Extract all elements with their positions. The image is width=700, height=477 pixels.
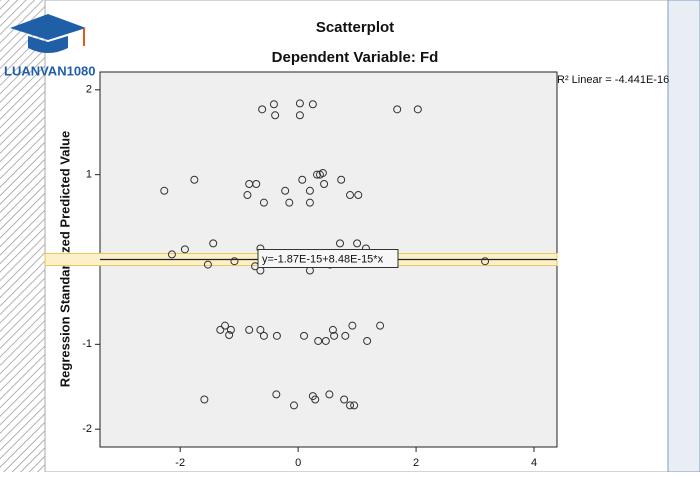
point: [376, 321, 385, 330]
point: [160, 186, 169, 195]
point: [320, 179, 329, 188]
point: [298, 175, 307, 184]
point: [190, 175, 199, 184]
y-tick-label: -1: [82, 338, 92, 350]
point: [354, 191, 363, 200]
point: [221, 321, 230, 330]
point: [300, 331, 309, 340]
point: [350, 401, 359, 410]
point: [271, 111, 280, 120]
point: [311, 395, 320, 404]
fit-label-box: [257, 249, 399, 268]
background-hatch: [0, 0, 45, 472]
logo: LUANVAN1080: [4, 14, 96, 78]
point: [330, 331, 339, 340]
chart-subtitle: Dependent Variable: Fd: [272, 49, 439, 66]
point: [481, 257, 490, 266]
point: [346, 401, 355, 410]
point: [245, 325, 254, 334]
point: [337, 175, 346, 184]
x-tick-label: 4: [531, 457, 537, 469]
point: [209, 239, 218, 248]
point: [305, 198, 314, 207]
point: [225, 331, 234, 340]
x-tick-label: 0: [295, 457, 301, 469]
y-tick-label: 1: [86, 169, 92, 181]
point: [252, 179, 261, 188]
point: [259, 198, 268, 207]
x-tick-label: 2: [413, 457, 419, 469]
y-tick-label: -2: [82, 423, 92, 435]
point: [328, 325, 337, 334]
point: [308, 100, 317, 109]
point: [363, 336, 372, 345]
point: [305, 186, 314, 195]
point: [393, 105, 402, 114]
point: [318, 168, 327, 177]
point: [243, 191, 252, 200]
point: [272, 331, 281, 340]
point: [180, 245, 189, 254]
point: [281, 186, 290, 195]
window-border: [667, 0, 700, 473]
point: [285, 198, 294, 207]
point: [341, 331, 350, 340]
point: [216, 325, 225, 334]
point: [258, 105, 267, 114]
point: [269, 100, 278, 109]
x-tick-label: -2: [175, 457, 185, 469]
point: [200, 395, 209, 404]
fit-label: y=-1.87E-15+8.48E-15*x: [262, 253, 384, 265]
point: [313, 170, 322, 179]
point: [295, 111, 304, 120]
point: [272, 390, 281, 399]
point: [335, 239, 344, 248]
point: [346, 191, 355, 200]
point: [230, 257, 239, 266]
point: [256, 325, 265, 334]
point: [259, 331, 268, 340]
point: [348, 321, 357, 330]
point: [167, 250, 176, 259]
logo-name: LUANVAN1080: [4, 63, 96, 78]
r2-annotation: R² Linear = -4.441E-16: [557, 74, 669, 86]
point: [340, 395, 349, 404]
point: [413, 105, 422, 114]
point: [325, 390, 334, 399]
point: [321, 336, 330, 345]
point: [290, 401, 299, 410]
point: [226, 325, 235, 334]
point: [203, 260, 212, 269]
point: [353, 239, 362, 248]
point: [314, 336, 323, 345]
y-tick-label: 2: [86, 84, 92, 96]
point: [295, 99, 304, 108]
chart-title: Scatterplot: [316, 19, 394, 36]
